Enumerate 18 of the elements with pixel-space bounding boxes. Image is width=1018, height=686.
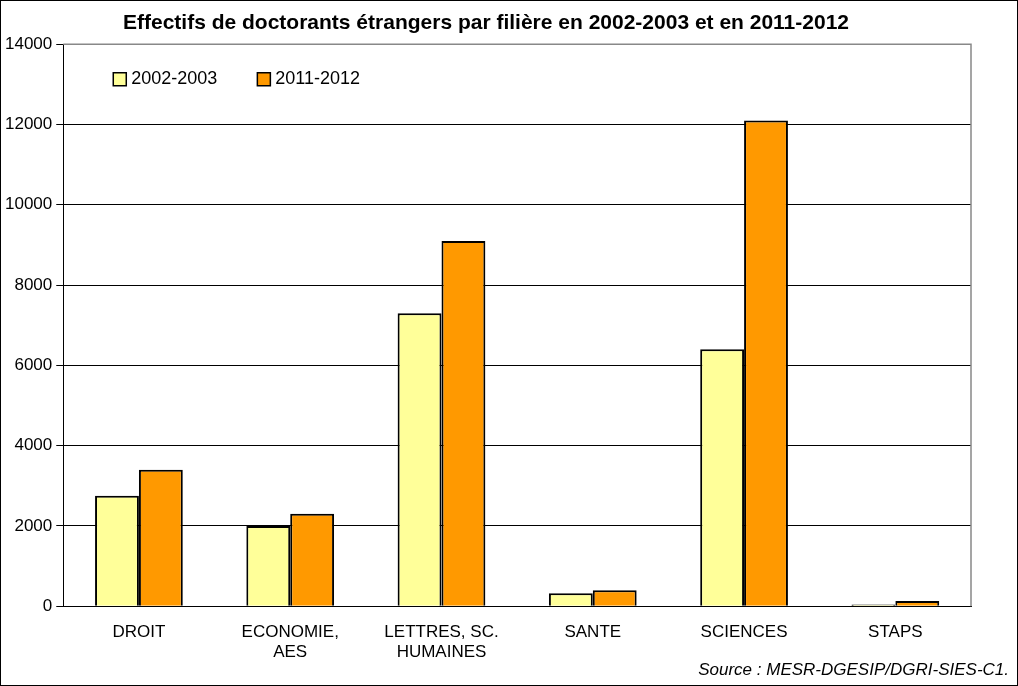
y-tick-label: 8000 — [14, 274, 53, 294]
y-tick-label: 12000 — [4, 114, 53, 134]
x-tick-label: STAPS — [868, 622, 923, 642]
chart-title: Effectifs de doctorants étrangers par filière en 2002-2003 et en 2011-2012 — [122, 10, 850, 34]
legend-label: 2011-2012 — [275, 68, 361, 89]
y-tick-label: 4000 — [14, 435, 53, 455]
x-tick-label: SANTE — [564, 622, 622, 642]
y-tick-label: 2000 — [14, 515, 53, 535]
source-note: Source : MESR-DGESIP/DGRI-SIES-C1. — [698, 660, 1009, 680]
y-tick-label: 6000 — [14, 355, 53, 375]
x-tick-label: ECONOMIE, AES — [241, 622, 339, 662]
x-tick-label: DROIT — [112, 622, 166, 642]
x-tick-label: SCIENCES — [700, 622, 788, 642]
y-tick-label: 14000 — [4, 33, 53, 53]
y-tick-label: 10000 — [4, 194, 53, 214]
y-tick-label: 0 — [42, 595, 53, 615]
x-tick-label: LETTRES, SC. HUMAINES — [384, 622, 499, 662]
legend-label: 2002-2003 — [131, 68, 218, 89]
